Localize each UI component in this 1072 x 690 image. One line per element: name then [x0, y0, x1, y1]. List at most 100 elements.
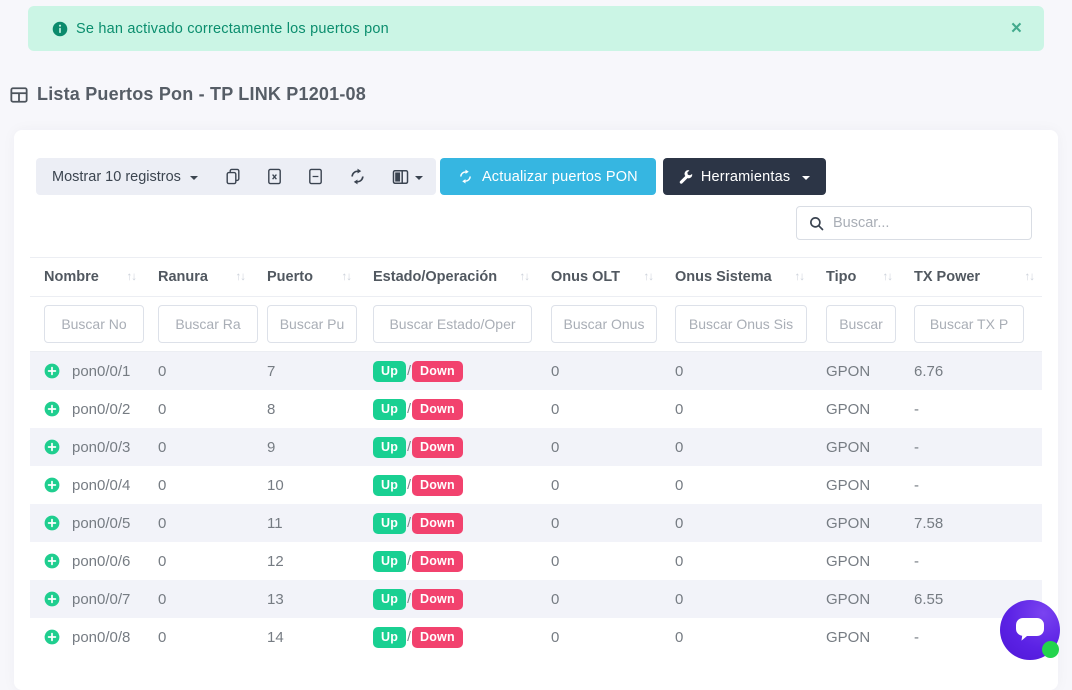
sort-icon[interactable]: ↑↓: [236, 271, 246, 283]
expand-row-button[interactable]: [44, 515, 60, 531]
tools-dropdown[interactable]: Herramientas: [663, 158, 826, 195]
online-status-dot: [1042, 641, 1059, 658]
sort-icon[interactable]: ↑↓: [520, 271, 530, 283]
sort-icon[interactable]: ↑↓: [883, 271, 893, 283]
status-down-badge[interactable]: Down: [412, 437, 463, 458]
filter-onus-sistema-input[interactable]: [675, 305, 807, 343]
wrench-icon: [679, 170, 693, 184]
status-up-badge[interactable]: Up: [373, 437, 406, 458]
expand-row-button[interactable]: [44, 591, 60, 607]
filter-nombre-input[interactable]: [44, 305, 144, 343]
status-down-badge[interactable]: Down: [412, 551, 463, 572]
status-up-badge[interactable]: Up: [373, 513, 406, 534]
expand-row-button[interactable]: [44, 401, 60, 417]
port-name: pon0/0/4: [72, 477, 130, 494]
onus-olt-value: 0: [537, 390, 661, 428]
status-up-badge[interactable]: Up: [373, 627, 406, 648]
table-toolbar: Mostrar 10 registros: [36, 158, 1042, 195]
filter-puerto-input[interactable]: [267, 305, 357, 343]
sort-icon[interactable]: ↑↓: [342, 271, 352, 283]
table-tools-group: Mostrar 10 registros: [36, 158, 436, 195]
onus-olt-value: 0: [537, 580, 661, 618]
column-header-onus-olt[interactable]: Onus OLT↑↓: [537, 258, 661, 297]
columns-icon: [392, 169, 409, 185]
column-header-tipo[interactable]: Tipo↑↓: [812, 258, 900, 297]
filter-tipo-input[interactable]: [826, 305, 896, 343]
badge-separator: /: [407, 628, 411, 644]
status-down-badge[interactable]: Down: [412, 399, 463, 420]
status-up-badge[interactable]: Up: [373, 551, 406, 572]
table-icon: [10, 86, 28, 104]
show-records-dropdown[interactable]: Mostrar 10 registros: [36, 158, 212, 195]
search-input[interactable]: [833, 215, 1031, 231]
status-up-badge[interactable]: Up: [373, 399, 406, 420]
tipo-value: GPON: [812, 580, 900, 618]
tipo-value: GPON: [812, 542, 900, 580]
estado-operacion-cell: Up/Down: [359, 428, 537, 466]
refresh-pon-ports-button[interactable]: Actualizar puertos PON: [440, 158, 656, 195]
expand-row-button[interactable]: [44, 363, 60, 379]
port-name: pon0/0/6: [72, 553, 130, 570]
sort-icon[interactable]: ↑↓: [1025, 271, 1035, 283]
status-down-badge[interactable]: Down: [412, 513, 463, 534]
reload-table-button[interactable]: [336, 158, 379, 195]
status-down-badge[interactable]: Down: [412, 627, 463, 648]
search-icon: [797, 216, 833, 231]
filter-tx-power-input[interactable]: [914, 305, 1024, 343]
column-visibility-dropdown[interactable]: [379, 158, 436, 195]
onus-olt-value: 0: [537, 352, 661, 391]
puerto-value: 10: [253, 466, 359, 504]
onus-sistema-value: 0: [661, 352, 812, 391]
status-up-badge[interactable]: Up: [373, 589, 406, 610]
table-row: pon0/0/3 0 9 Up/Down 0 0 GPON -: [30, 428, 1042, 466]
badge-separator: /: [407, 438, 411, 454]
puerto-value: 7: [253, 352, 359, 391]
page-title-text: Lista Puertos Pon - TP LINK P1201-08: [37, 84, 366, 105]
status-up-badge[interactable]: Up: [373, 475, 406, 496]
status-down-badge[interactable]: Down: [412, 475, 463, 496]
refresh-icon: [458, 169, 473, 184]
expand-row-button[interactable]: [44, 439, 60, 455]
onus-olt-value: 0: [537, 428, 661, 466]
column-header-onus-sistema[interactable]: Onus Sistema↑↓: [661, 258, 812, 297]
filter-ranura-input[interactable]: [158, 305, 258, 343]
close-icon[interactable]: ×: [1011, 19, 1022, 38]
sort-icon[interactable]: ↑↓: [644, 271, 654, 283]
ranura-value: 0: [144, 390, 253, 428]
expand-row-button[interactable]: [44, 553, 60, 569]
chat-launcher-button[interactable]: [1000, 600, 1060, 660]
puerto-value: 14: [253, 618, 359, 656]
status-down-badge[interactable]: Down: [412, 589, 463, 610]
column-header-nombre[interactable]: Nombre↑↓: [30, 258, 144, 297]
column-header-puerto[interactable]: Puerto↑↓: [253, 258, 359, 297]
column-header-tx-power[interactable]: TX Power↑↓: [900, 258, 1042, 297]
puerto-value: 9: [253, 428, 359, 466]
tx-power-value: -: [900, 390, 1042, 428]
estado-operacion-cell: Up/Down: [359, 390, 537, 428]
table-row: pon0/0/4 0 10 Up/Down 0 0 GPON -: [30, 466, 1042, 504]
filter-estado-input[interactable]: [373, 305, 532, 343]
puerto-value: 12: [253, 542, 359, 580]
table-body: pon0/0/1 0 7 Up/Down 0 0 GPON 6.76 pon0/…: [30, 352, 1042, 657]
estado-operacion-cell: Up/Down: [359, 618, 537, 656]
export-excel-button[interactable]: [254, 158, 295, 195]
expand-row-button[interactable]: [44, 629, 60, 645]
puerto-value: 11: [253, 504, 359, 542]
sort-icon[interactable]: ↑↓: [127, 271, 137, 283]
table-row: pon0/0/6 0 12 Up/Down 0 0 GPON -: [30, 542, 1042, 580]
copy-button[interactable]: [212, 158, 254, 195]
status-up-badge[interactable]: Up: [373, 361, 406, 382]
info-circle-icon: [52, 21, 68, 37]
status-down-badge[interactable]: Down: [412, 361, 463, 382]
column-header-estado-operacion[interactable]: Estado/Operación↑↓: [359, 258, 537, 297]
tipo-value: GPON: [812, 352, 900, 391]
badge-separator: /: [407, 400, 411, 416]
badge-separator: /: [407, 362, 411, 378]
column-header-ranura[interactable]: Ranura↑↓: [144, 258, 253, 297]
export-file-button[interactable]: [295, 158, 336, 195]
port-name: pon0/0/3: [72, 439, 130, 456]
filter-onus-olt-input[interactable]: [551, 305, 657, 343]
expand-row-button[interactable]: [44, 477, 60, 493]
sort-icon[interactable]: ↑↓: [795, 271, 805, 283]
ranura-value: 0: [144, 352, 253, 391]
